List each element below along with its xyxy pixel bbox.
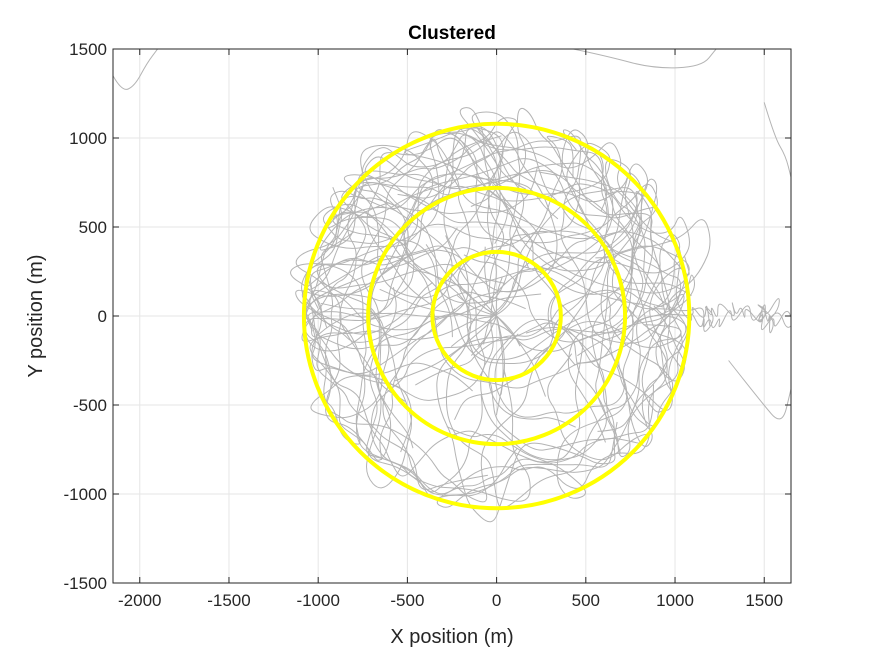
- trajectory-line: [394, 315, 497, 382]
- trajectory-line: [304, 131, 518, 499]
- trajectory-line: [429, 129, 688, 458]
- x-tick-label: -500: [390, 591, 424, 610]
- trajectory-line: [466, 111, 687, 368]
- stray-track-lower-right: [728, 360, 791, 420]
- trajectory-line: [320, 126, 618, 496]
- x-tick-label: 0: [492, 591, 501, 610]
- trajectory-line: [492, 135, 711, 413]
- trajectory-line: [305, 134, 609, 392]
- stray-track-right-edge: [763, 102, 791, 178]
- x-tick-label: 1000: [656, 591, 694, 610]
- trajectory-line: [362, 117, 614, 365]
- x-tick-label: -1000: [296, 591, 339, 610]
- ring-2: [366, 185, 628, 447]
- trajectory-line: [290, 257, 668, 495]
- axis-ticks: -2000 -1500 -1000 -500 0 500 1000 1500 -1500 -100…: [64, 40, 791, 610]
- trajectory-line: [370, 294, 674, 502]
- stray-track-upper-left: [113, 49, 159, 90]
- trajectory-line: [343, 135, 685, 382]
- trajectory-line: [449, 271, 497, 317]
- trajectory-line: [310, 184, 486, 419]
- ring-3: [301, 121, 692, 511]
- trajectory-line: [339, 170, 664, 489]
- trajectory-line: [446, 163, 649, 499]
- trajectory-line: [495, 277, 503, 317]
- x-tick-label: 1500: [745, 591, 783, 610]
- y-tick-label: -1000: [64, 485, 107, 504]
- trajectory-line: [303, 206, 530, 491]
- trajectory-line: [311, 131, 692, 337]
- trajectory-line: [457, 178, 690, 454]
- trajectory-line: [379, 288, 497, 317]
- trajectory-line: [304, 166, 538, 352]
- trajectory-line: [309, 255, 686, 427]
- y-tick-label: 500: [79, 218, 107, 237]
- trajectory-line: [495, 315, 504, 416]
- trajectory-line: [496, 315, 546, 397]
- x-tick-label: 500: [572, 591, 600, 610]
- trajectory-line: [477, 315, 498, 348]
- trajectory-line: [484, 246, 498, 317]
- trajectory-line: [445, 235, 497, 317]
- trajectory-line: [539, 171, 791, 332]
- trajectory-line: [436, 318, 683, 508]
- y-tick-label: -500: [73, 396, 107, 415]
- trajectory-line: [467, 175, 690, 451]
- y-tick-label: 1000: [69, 129, 107, 148]
- trajectory-line: [415, 289, 791, 386]
- trajectory-line: [361, 129, 589, 449]
- y-tick-label: 0: [98, 307, 107, 326]
- trajectory-lines: [113, 49, 791, 523]
- ring-1: [430, 249, 563, 383]
- x-tick-label: -2000: [118, 591, 161, 610]
- cluster-rings: [301, 121, 692, 511]
- stray-track-top-right-arc: [573, 49, 717, 69]
- trajectory-line: [404, 132, 641, 343]
- trajectory-line: [303, 227, 682, 503]
- x-tick-label: -1500: [207, 591, 250, 610]
- x-axis-label: X position (m): [390, 626, 513, 648]
- trajectory-line: [456, 295, 497, 317]
- trajectory-line: [336, 135, 682, 344]
- chart-title: Clustered: [408, 23, 496, 44]
- y-tick-label: -1500: [64, 574, 107, 593]
- y-axis-label: Y position (m): [25, 254, 47, 377]
- trajectory-line: [301, 127, 508, 343]
- trajectory-line: [332, 211, 681, 509]
- y-tick-label: 1500: [69, 40, 107, 59]
